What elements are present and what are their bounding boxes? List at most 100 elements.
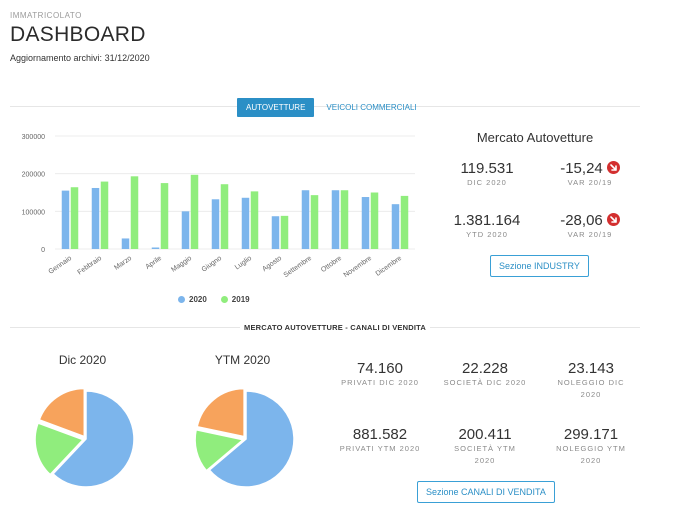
bar-2020-settembre[interactable] <box>301 190 310 249</box>
bar-2020-novembre[interactable] <box>361 197 370 249</box>
pie-slice-societ[interactable] <box>34 422 85 476</box>
vehicle-tabs: AUTOVETTURE VEICOLI COMMERCIALI <box>237 98 426 117</box>
y-tick-label: 100000 <box>22 209 45 216</box>
x-tick-label: Febbraio <box>76 255 103 277</box>
kpi-noleggio-ytm: 299.171 NOLEGGIO YTM 2020 <box>551 426 631 467</box>
kpi-label: SOCIETÀ DIC 2020 <box>443 378 527 387</box>
down-arrow-icon <box>606 160 620 174</box>
bar-2020-agosto[interactable] <box>271 216 280 249</box>
x-tick-label: Novembre <box>343 255 374 279</box>
bar-chart-legend: 2020 2019 <box>178 295 250 304</box>
last-update-date: 31/12/2020 <box>104 53 150 63</box>
kpi-label: NOLEGGIO YTM 2020 <box>556 444 626 465</box>
kpi-label: VAR 20/19 <box>567 178 613 187</box>
legend-label-2019: 2019 <box>231 295 250 304</box>
pie-slice-noleggio[interactable] <box>196 387 245 438</box>
bar-2019-marzo[interactable] <box>130 176 139 249</box>
kpi-label: DIC 2020 <box>467 178 507 187</box>
x-tick-label: Ottobre <box>320 255 343 274</box>
kpi-var-ytd: -28,06 VAR 20/19 <box>540 212 640 241</box>
legend-swatch-2020 <box>178 296 185 303</box>
x-tick-label: Settembre <box>283 255 314 279</box>
kpi-value: -15,24 <box>560 160 603 177</box>
bar-2020-marzo[interactable] <box>121 238 130 249</box>
bar-2020-giugno[interactable] <box>211 199 220 249</box>
bar-2019-luglio[interactable] <box>250 191 259 249</box>
x-tick-label: Giugno <box>201 255 224 274</box>
pie-title-ytm-2020: YTM 2020 <box>214 353 271 367</box>
legend-swatch-2019 <box>220 296 228 303</box>
kpi-var-dic: -15,24 VAR 20/19 <box>540 160 640 189</box>
monthly-registrations-bar-chart: 0 100000 200000 300000 Gennaio Febbraio Marzo… <box>22 134 415 279</box>
bar-2020-ottobre[interactable] <box>331 190 340 249</box>
y-tick-label: 300000 <box>22 134 45 141</box>
bar-2020-febbraio[interactable] <box>91 187 100 249</box>
canali-section-button[interactable]: Sezione CANALI DI VENDITA <box>417 481 555 503</box>
pie-chart-ytm-2020 <box>194 387 295 488</box>
kpi-noleggio-dic: 23.143 NOLEGGIO DIC 2020 <box>551 360 631 401</box>
pie-chart-dic-2020 <box>34 387 135 488</box>
kpi-societa-dic: 22.228 SOCIETÀ DIC 2020 <box>435 360 535 389</box>
bar-2019-ottobre[interactable] <box>340 190 349 249</box>
kpi-value: 299.171 <box>563 426 619 443</box>
x-tick-label: Aprile <box>144 255 163 271</box>
x-tick-label: Agosto <box>261 255 283 273</box>
kpi-value: 74.160 <box>357 360 403 377</box>
pie-slice-societ[interactable] <box>194 428 245 472</box>
down-arrow-icon <box>606 212 620 226</box>
kpi-value: 200.411 <box>458 426 512 443</box>
bar-2019-aprile[interactable] <box>160 183 169 249</box>
last-update: Aggiornamento archivi: 31/12/2020 <box>10 53 150 63</box>
bar-2019-maggio[interactable] <box>190 174 199 249</box>
y-tick-label: 200000 <box>22 172 45 179</box>
bar-2020-aprile[interactable] <box>151 247 160 249</box>
last-update-label: Aggiornamento archivi: <box>10 53 103 63</box>
kpi-label: PRIVATI DIC 2020 <box>341 378 419 387</box>
bar-2020-gennaio[interactable] <box>61 190 70 249</box>
bar-2019-settembre[interactable] <box>310 195 319 249</box>
kpi-value: -28,06 <box>560 212 603 229</box>
bar-2019-novembre[interactable] <box>370 192 379 250</box>
kpi-privati-dic: 74.160 PRIVATI DIC 2020 <box>330 360 430 389</box>
bar-2019-gennaio[interactable] <box>70 187 79 249</box>
kpi-label: YTD 2020 <box>466 230 508 239</box>
bar-2019-giugno[interactable] <box>220 184 229 249</box>
kpi-privati-ytm: 881.582 PRIVATI YTM 2020 <box>330 426 430 455</box>
x-tick-label: Dicembre <box>375 255 404 278</box>
kpi-label: PRIVATI YTM 2020 <box>339 444 421 453</box>
mercato-title: Mercato Autovetture <box>476 130 594 145</box>
kpi-value-row: -15,24 <box>540 160 640 177</box>
kpi-dic-2020: 119.531 DIC 2020 <box>432 160 542 189</box>
bar-2019-dicembre[interactable] <box>400 195 409 249</box>
legend-item-2020[interactable]: 2020 <box>178 295 207 304</box>
legend-item-2019[interactable]: 2019 <box>220 295 250 304</box>
canali-heading: MERCATO AUTOVETTURE - CANALI DI VENDITA <box>240 323 430 332</box>
legend-label-2020: 2020 <box>189 295 207 304</box>
x-tick-label: Marzo <box>113 255 133 272</box>
bar-2020-maggio[interactable] <box>181 211 190 249</box>
x-tick-label: Gennaio <box>47 255 73 276</box>
kpi-ytd-2020: 1.381.164 YTD 2020 <box>432 212 542 241</box>
pie-slice-privati[interactable] <box>208 390 295 488</box>
kpi-value: 22.228 <box>462 360 508 377</box>
x-tick-label: Luglio <box>234 255 253 272</box>
kpi-value-row: -28,06 <box>540 212 640 229</box>
kpi-value: 1.381.164 <box>453 212 521 229</box>
pie-slice-noleggio[interactable] <box>38 387 86 438</box>
bar-2020-dicembre[interactable] <box>391 204 400 249</box>
bar-2020-luglio[interactable] <box>241 197 250 249</box>
x-tick-label: Maggio <box>170 255 193 274</box>
y-tick-label: 0 <box>41 247 45 254</box>
tab-autovetture[interactable]: AUTOVETTURE <box>237 98 315 117</box>
tab-veicoli-commerciali[interactable]: VEICOLI COMMERCIALI <box>326 103 417 112</box>
pie-slice-privati[interactable] <box>51 390 135 488</box>
kpi-value: 23.143 <box>568 360 614 377</box>
bar-2019-agosto[interactable] <box>280 215 289 249</box>
divider-top <box>10 106 640 107</box>
page-kicker: IMMATRICOLATO <box>10 11 82 20</box>
kpi-label: SOCIETÀ YTM 2020 <box>454 444 516 465</box>
bar-2019-febbraio[interactable] <box>100 181 109 249</box>
page-title: DASHBOARD <box>10 23 146 46</box>
industry-section-button[interactable]: Sezione INDUSTRY <box>490 255 589 277</box>
kpi-label: VAR 20/19 <box>567 230 613 239</box>
